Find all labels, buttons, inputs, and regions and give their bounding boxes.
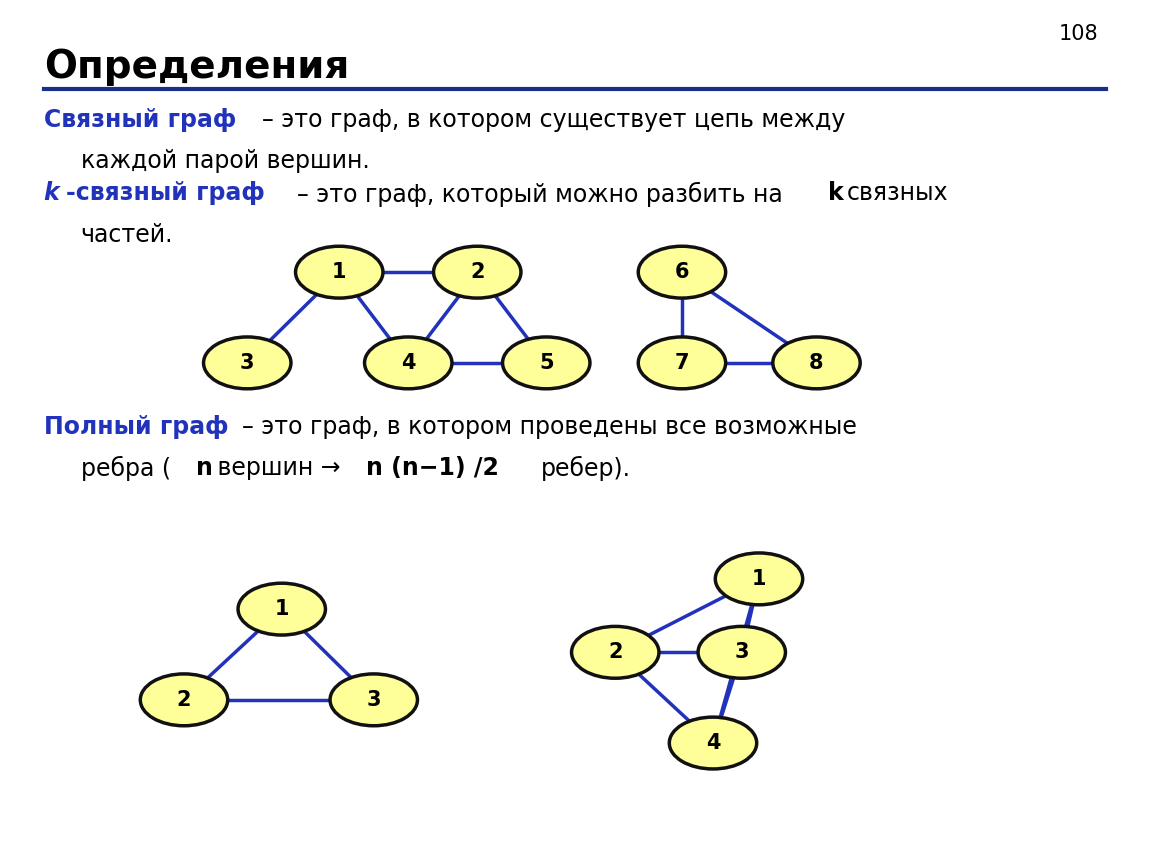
Text: k: k xyxy=(44,181,60,206)
Ellipse shape xyxy=(204,337,291,389)
Ellipse shape xyxy=(698,626,785,678)
Ellipse shape xyxy=(572,626,659,678)
Ellipse shape xyxy=(296,246,383,298)
Text: 1: 1 xyxy=(752,569,766,589)
Text: связных: связных xyxy=(846,181,948,206)
Ellipse shape xyxy=(365,337,452,389)
Ellipse shape xyxy=(638,337,726,389)
Ellipse shape xyxy=(715,553,803,605)
Text: – это граф, в котором существует цепь между: – это граф, в котором существует цепь ме… xyxy=(262,108,845,132)
Ellipse shape xyxy=(503,337,590,389)
Text: -связный граф: -связный граф xyxy=(66,181,264,206)
Ellipse shape xyxy=(773,337,860,389)
Text: 1: 1 xyxy=(332,262,346,283)
Ellipse shape xyxy=(140,674,228,726)
Text: 7: 7 xyxy=(675,353,689,373)
Text: 2: 2 xyxy=(608,642,622,663)
Text: 4: 4 xyxy=(706,733,720,753)
Text: 1: 1 xyxy=(275,599,289,619)
Text: ребра (: ребра ( xyxy=(81,456,170,481)
Text: 3: 3 xyxy=(240,353,254,373)
Text: 2: 2 xyxy=(470,262,484,283)
Ellipse shape xyxy=(669,717,757,769)
Text: 6: 6 xyxy=(675,262,689,283)
Text: частей.: частей. xyxy=(81,223,172,247)
Text: – это граф, в котором проведены все возможные: – это граф, в котором проведены все возм… xyxy=(242,415,857,439)
Text: Связный граф: Связный граф xyxy=(44,108,236,132)
Text: n: n xyxy=(196,456,213,480)
Text: каждой парой вершин.: каждой парой вершин. xyxy=(81,149,369,174)
Text: Полный граф: Полный граф xyxy=(44,415,228,439)
Ellipse shape xyxy=(638,246,726,298)
Text: 2: 2 xyxy=(177,689,191,710)
Text: ребер).: ребер). xyxy=(540,456,630,481)
Text: вершин →: вершин → xyxy=(210,456,340,480)
Text: 8: 8 xyxy=(810,353,823,373)
Text: 3: 3 xyxy=(367,689,381,710)
Ellipse shape xyxy=(238,583,325,635)
Text: 5: 5 xyxy=(539,353,553,373)
Text: 3: 3 xyxy=(735,642,749,663)
Text: k: k xyxy=(828,181,844,206)
Ellipse shape xyxy=(330,674,417,726)
Text: – это граф, который можно разбить на: – это граф, который можно разбить на xyxy=(297,181,782,206)
Text: 108: 108 xyxy=(1059,24,1098,44)
Text: 4: 4 xyxy=(401,353,415,373)
Ellipse shape xyxy=(434,246,521,298)
Text: n (n−1) /2: n (n−1) /2 xyxy=(366,456,499,480)
Text: Определения: Определения xyxy=(44,48,350,86)
